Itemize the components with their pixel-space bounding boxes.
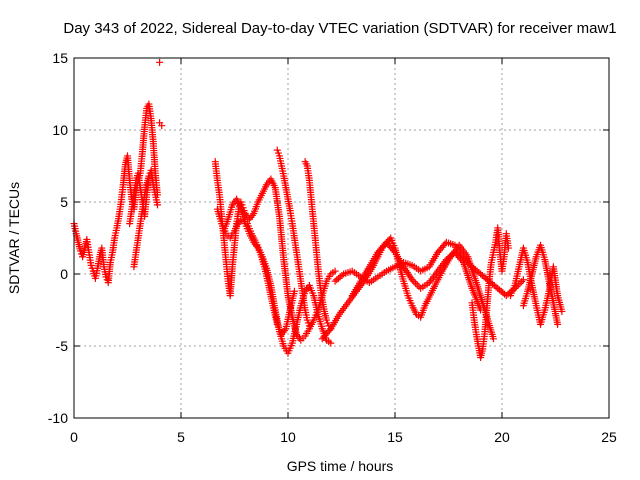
data-points	[70, 58, 566, 362]
x-tick-label: 0	[70, 429, 78, 445]
data-point-interp	[518, 277, 526, 285]
data-point	[554, 320, 562, 328]
plot-frame	[73, 57, 610, 419]
data-point	[153, 201, 161, 209]
data-point	[504, 244, 512, 252]
chart-title: Day 343 of 2022, Sidereal Day-to-day VTE…	[63, 20, 616, 37]
y-tick-label: 15	[52, 50, 68, 66]
x-tick-label: 25	[601, 429, 617, 445]
data-point	[305, 322, 313, 330]
data-point	[327, 339, 335, 347]
data-point	[158, 122, 166, 130]
data-point-interp	[458, 257, 466, 265]
y-tick-label: -10	[48, 410, 68, 426]
data-point	[408, 276, 416, 284]
ticks: 0 5 10 15 20 25 -10 -5 0 5 10 15	[48, 50, 617, 445]
x-tick-label: 15	[387, 429, 403, 445]
y-tick-label: 5	[60, 194, 68, 210]
data-point-interp	[338, 271, 346, 279]
data-point	[156, 58, 164, 66]
data-point	[519, 276, 527, 284]
data-point-interp	[412, 279, 420, 287]
x-axis-title: GPS time / hours	[287, 458, 394, 474]
data-point-interp	[325, 326, 333, 334]
x-tick-label: 5	[177, 429, 185, 445]
y-axis-title: SDTVAR / TECUs	[6, 182, 22, 294]
y-tick-label: 10	[52, 122, 68, 138]
y-tick-label: 0	[60, 266, 68, 282]
data-point-interp	[410, 277, 418, 285]
data-point	[558, 307, 566, 315]
data-point-interp	[390, 247, 398, 255]
data-point	[489, 335, 497, 343]
y-tick-label: -5	[56, 338, 69, 354]
data-point	[477, 306, 485, 314]
x-tick-label: 10	[280, 429, 296, 445]
data-point	[331, 267, 339, 275]
data-point-interp	[413, 281, 421, 289]
x-tick-label: 20	[494, 429, 510, 445]
data-point	[290, 287, 298, 295]
data-point	[145, 172, 153, 180]
data-point-interp	[467, 261, 475, 269]
